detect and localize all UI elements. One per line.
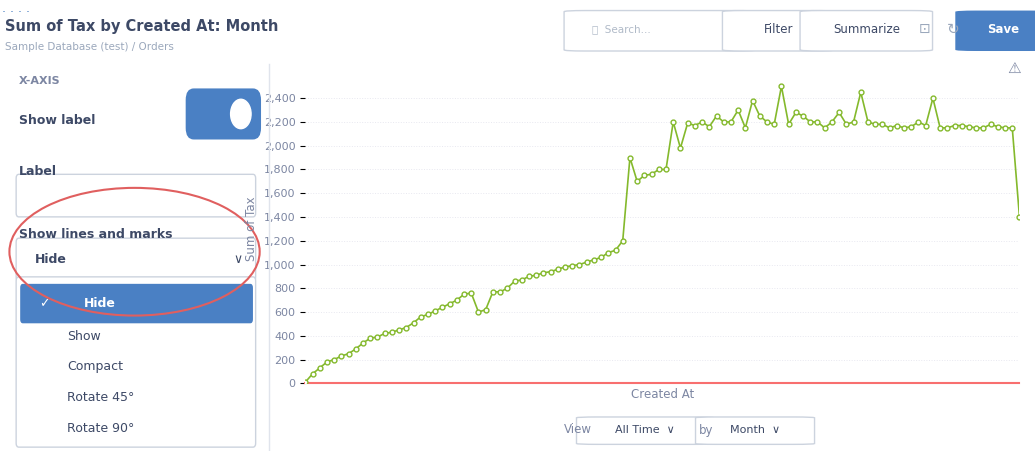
Text: Compact: Compact — [67, 360, 123, 373]
Text: ∨: ∨ — [234, 253, 243, 266]
Text: Rotate 45°: Rotate 45° — [67, 391, 135, 404]
FancyBboxPatch shape — [955, 10, 1035, 51]
FancyBboxPatch shape — [696, 417, 815, 444]
Text: X-AXIS: X-AXIS — [19, 76, 60, 86]
Text: Label: Label — [19, 165, 57, 178]
Text: Hide: Hide — [84, 297, 115, 310]
FancyBboxPatch shape — [185, 88, 261, 139]
Text: ↻: ↻ — [947, 22, 959, 37]
Text: Show lines and marks: Show lines and marks — [19, 229, 173, 241]
Text: Filter: Filter — [764, 23, 793, 36]
FancyBboxPatch shape — [722, 10, 834, 51]
Y-axis label: Sum of Tax: Sum of Tax — [245, 197, 259, 261]
Text: All Time  ∨: All Time ∨ — [615, 425, 675, 435]
FancyBboxPatch shape — [576, 417, 714, 444]
Text: Created At: Created At — [630, 388, 694, 401]
Circle shape — [231, 99, 252, 129]
FancyBboxPatch shape — [17, 175, 256, 217]
Text: Summarize: Summarize — [833, 23, 899, 36]
Text: Rotate 90°: Rotate 90° — [67, 422, 135, 435]
Text: Save: Save — [986, 23, 1019, 36]
FancyBboxPatch shape — [21, 284, 253, 323]
Text: ✓: ✓ — [39, 297, 50, 310]
Text: Show: Show — [67, 330, 101, 343]
Text: Sample Database (test) / Orders: Sample Database (test) / Orders — [5, 42, 174, 52]
Text: ⊡: ⊡ — [918, 22, 930, 37]
Text: Hide: Hide — [35, 253, 67, 266]
Text: View: View — [564, 423, 592, 436]
FancyBboxPatch shape — [564, 10, 756, 51]
FancyBboxPatch shape — [17, 277, 256, 447]
Text: by: by — [699, 424, 713, 437]
Text: 🔍  Search...: 🔍 Search... — [592, 24, 651, 34]
FancyBboxPatch shape — [800, 10, 933, 51]
Text: Sum of Tax by Created At: Month: Sum of Tax by Created At: Month — [5, 19, 278, 34]
FancyBboxPatch shape — [17, 238, 256, 281]
Text: Show label: Show label — [19, 115, 95, 127]
Text: · · · ·: · · · · — [2, 6, 30, 19]
Text: Month  ∨: Month ∨ — [731, 425, 780, 435]
Text: ⚠: ⚠ — [1007, 61, 1022, 76]
